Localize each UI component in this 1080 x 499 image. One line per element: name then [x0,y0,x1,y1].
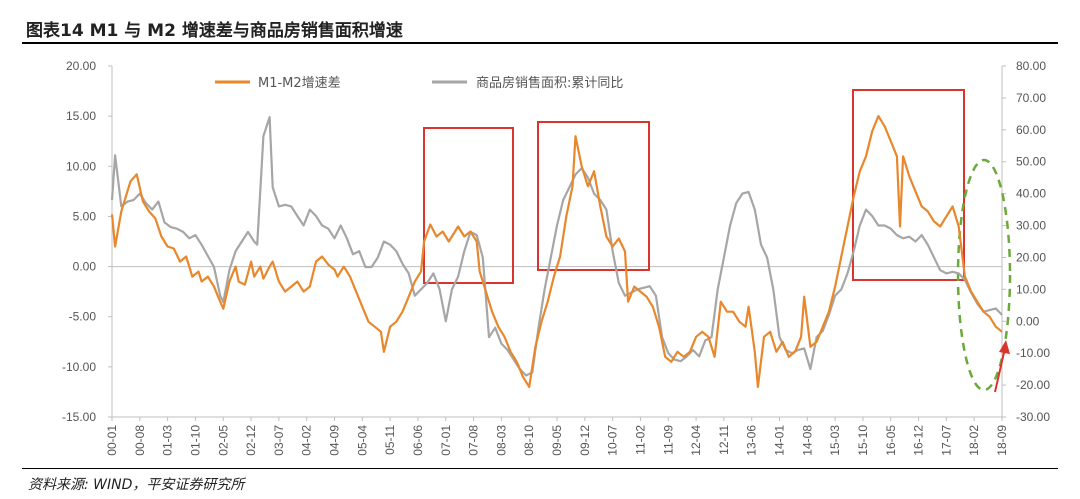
x-tick-label: 12-04 [689,425,703,456]
left-tick-label: 10.00 [66,159,96,173]
x-tick-label: 16-05 [884,425,898,456]
left-tick-label: -15.00 [62,410,96,424]
x-tick-label: 16-12 [912,425,926,456]
x-tick-label: 06-06 [411,425,425,456]
right-tick-label: -10.00 [1016,346,1050,360]
arrow-head [999,340,1010,354]
highlight-box [423,127,514,284]
right-tick-label: 20.00 [1016,250,1046,264]
legend-label-housing-sales: 商品房销售面积:累计同比 [476,75,623,91]
x-tick-label: 08-10 [522,425,536,456]
x-tick-label: 17-07 [939,425,953,456]
x-tick-label: 02-05 [216,425,230,456]
series-line-housing-sales [110,116,1003,377]
series-line-m1-m2 [110,115,1003,388]
arrow-shaft [994,347,1006,393]
right-tick-label: 80.00 [1016,59,1046,73]
left-tick-label: 15.00 [66,109,96,123]
x-tick-label: 01-03 [161,425,175,456]
x-tick-label: 14-01 [773,425,787,456]
x-tick-label: 04-02 [300,425,314,456]
left-tick-label: 20.00 [66,59,96,73]
x-tick-label: 14-08 [800,425,814,456]
right-tick-label: 30.00 [1016,219,1046,233]
x-tick-label: 07-08 [467,425,481,456]
x-tick-label: 12-11 [717,425,731,455]
x-tick-label: 08-03 [494,425,508,456]
legend-label-m1-m2: M1-M2增速差 [258,76,341,91]
left-tick-label: 5.00 [73,209,97,223]
right-tick-label: 50.00 [1016,155,1046,169]
left-tick-label: -10.00 [62,360,96,374]
x-tick-label: 13-06 [745,425,759,456]
x-tick-label: 02-12 [244,425,258,456]
x-tick-label: 04-09 [328,425,342,456]
source-divider [22,468,1058,469]
x-tick-label: 11-02 [633,425,647,455]
right-tick-label: 70.00 [1016,91,1046,105]
highlight-box [537,121,650,271]
x-tick-label: 05-11 [383,425,397,455]
x-tick-label: 09-05 [550,425,564,456]
title-bar: 图表14 M1 与 M2 增速差与商品房销售面积增速 [22,12,1058,44]
right-tick-label: 10.00 [1016,282,1046,296]
right-tick-label: 60.00 [1016,123,1046,137]
x-tick-label: 07-01 [439,425,453,456]
highlight-box [852,89,965,281]
left-tick-label: -5.00 [69,310,97,324]
right-tick-label: 0.00 [1016,314,1040,328]
x-tick-label: 03-07 [272,425,286,456]
x-tick-label: 05-04 [355,425,369,456]
x-tick-label: 00-01 [105,425,119,456]
x-tick-label: 15-10 [856,425,870,456]
highlight-ellipse [956,158,1012,392]
x-tick-label: 10-07 [606,425,620,456]
right-tick-label: -20.00 [1016,378,1050,392]
right-tick-label: -30.00 [1016,410,1050,424]
x-tick-label: 18-09 [995,425,1009,456]
left-tick-label: 0.00 [73,260,97,274]
source-note: 资料来源: WIND，平安证券研究所 [28,477,245,493]
x-tick-label: 01-10 [188,425,202,456]
x-tick-label: 15-03 [828,425,842,456]
x-tick-label: 00-08 [133,425,147,456]
x-tick-label: 11-09 [661,425,675,455]
right-tick-label: 40.00 [1016,187,1046,201]
x-tick-label: 09-12 [578,425,592,456]
chart-title: 图表14 M1 与 M2 增速差与商品房销售面积增速 [26,21,403,41]
x-tick-label: 18-02 [967,425,981,456]
